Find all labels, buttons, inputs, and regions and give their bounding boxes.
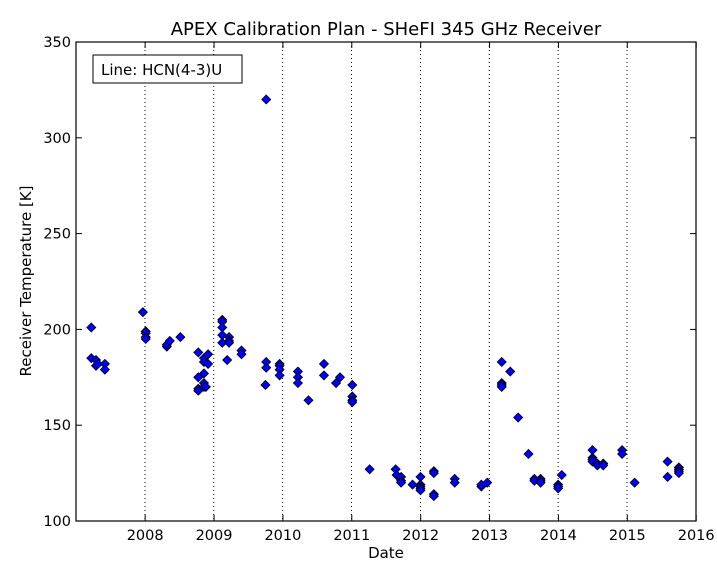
x-tick-label-2009: 2009 [196, 528, 233, 544]
x-axis-ticks: 2008 2009 2010 2011 2012 2013 2014 2015 2016 [127, 42, 715, 544]
y-tick-label-150: 150 [43, 418, 71, 434]
data-point-108 [662, 471, 673, 482]
data-point-91 [535, 477, 546, 488]
data-point-15 [175, 331, 186, 343]
y-tick-label-350: 350 [43, 35, 71, 51]
data-point-105 [617, 448, 628, 460]
plot-frame [75, 41, 697, 522]
data-point-103 [598, 460, 609, 471]
x-tick-label-2012: 2012 [402, 528, 439, 544]
data-point-49 [292, 377, 303, 389]
x-tick-label-2008: 2008 [127, 528, 164, 544]
data-point-38 [236, 349, 247, 360]
data-point-39 [261, 94, 272, 105]
data-point-6 [99, 364, 110, 375]
data-point-4 [92, 358, 103, 369]
data-point-55 [347, 379, 358, 391]
data-point-36 [222, 354, 233, 366]
data-point-50 [303, 395, 314, 406]
data-point-74 [428, 491, 439, 502]
data-point-106 [629, 477, 640, 488]
data-point-70 [415, 485, 426, 496]
data-point-84 [505, 366, 516, 377]
data-point-76 [449, 477, 460, 488]
data-point-25 [200, 381, 211, 392]
data-point-64 [396, 477, 407, 488]
data-point-65 [407, 479, 418, 490]
data-points [86, 94, 684, 502]
data-point-94 [553, 483, 564, 494]
x-tick-label-2016: 2016 [678, 528, 715, 544]
data-point-42 [260, 379, 271, 391]
data-point-80 [496, 356, 507, 368]
legend-text: Line: HCN(4-3)U [101, 61, 222, 79]
data-point-46 [274, 370, 285, 381]
data-point-7 [137, 307, 148, 318]
data-point-85 [513, 412, 524, 423]
legend: Line: HCN(4-3)U [92, 54, 243, 84]
data-point-95 [556, 469, 567, 481]
data-point-79 [482, 477, 493, 488]
data-point-58 [347, 397, 358, 408]
x-tick-label-2014: 2014 [540, 528, 577, 544]
data-point-52 [318, 370, 330, 381]
data-point-51 [318, 358, 330, 369]
y-tick-label-200: 200 [43, 322, 71, 338]
data-point-83 [496, 381, 507, 392]
legend-box [92, 54, 243, 84]
data-point-22 [198, 368, 210, 379]
data-point-107 [662, 456, 673, 467]
y-axis-label: Receiver Temperature [K] [17, 186, 35, 377]
data-point-14 [164, 335, 175, 346]
x-tick-label-2015: 2015 [609, 528, 646, 544]
data-point-41 [261, 362, 272, 373]
y-tick-label-300: 300 [43, 131, 71, 147]
x-tick-label-2013: 2013 [471, 528, 508, 544]
data-point-27 [203, 358, 214, 369]
x-tick-label-2010: 2010 [264, 528, 301, 544]
data-point-16 [193, 347, 204, 358]
data-point-72 [428, 468, 439, 479]
data-point-112 [673, 468, 684, 479]
y-tick-label-100: 100 [43, 514, 71, 530]
x-tick-label-2011: 2011 [333, 528, 370, 544]
x-axis-label: Date [368, 544, 404, 562]
data-point-54 [334, 372, 346, 383]
data-point-35 [223, 337, 235, 348]
data-point-86 [523, 448, 534, 460]
data-point-53 [330, 377, 342, 389]
data-point-26 [203, 349, 214, 360]
data-point-0 [86, 322, 97, 333]
chart-title: APEX Calibration Plan - SHeFI 345 GHz Re… [171, 19, 602, 40]
data-point-11 [140, 333, 151, 345]
data-point-59 [364, 464, 375, 475]
y-axis-ticks: 100 150 200 250 300 350 [43, 35, 696, 530]
y-tick-label-250: 250 [43, 227, 71, 243]
